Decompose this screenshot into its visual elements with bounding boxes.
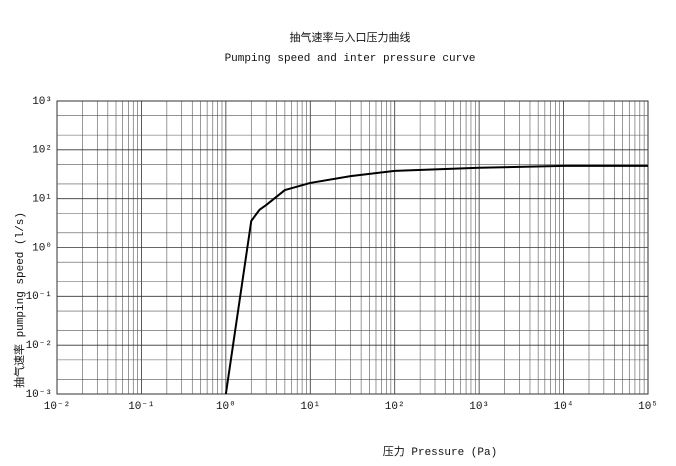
y-tick-label: 10¹	[32, 194, 52, 206]
chart-title: 抽气速率与入口压力曲线	[290, 30, 411, 45]
chart-subtitle: Pumping speed and inter pressure curve	[225, 53, 476, 65]
x-tick-label: 10²	[385, 401, 405, 413]
x-tick-label: 10⁰	[216, 401, 236, 413]
x-tick-label: 10⁻¹	[128, 401, 154, 413]
x-axis-label: 压力 Pressure (Pa)	[383, 445, 497, 459]
x-tick-label: 10⁴	[554, 401, 574, 413]
y-tick-label: 10⁻²	[26, 340, 52, 352]
y-tick-label: 10³	[32, 96, 52, 108]
x-tick-label: 10¹	[300, 401, 320, 413]
y-tick-label: 10⁻³	[26, 389, 52, 401]
x-tick-label: 10⁵	[638, 401, 658, 413]
y-axis-label: 抽气速率 pumping speed (l/s)	[12, 212, 27, 388]
x-tick-label: 10³	[469, 401, 489, 413]
y-tick-label: 10²	[32, 145, 52, 157]
y-tick-label: 10⁰	[32, 242, 52, 254]
x-tick-label: 10⁻²	[44, 401, 70, 413]
y-tick-label: 10⁻¹	[26, 291, 52, 303]
data-line	[224, 164, 648, 395]
